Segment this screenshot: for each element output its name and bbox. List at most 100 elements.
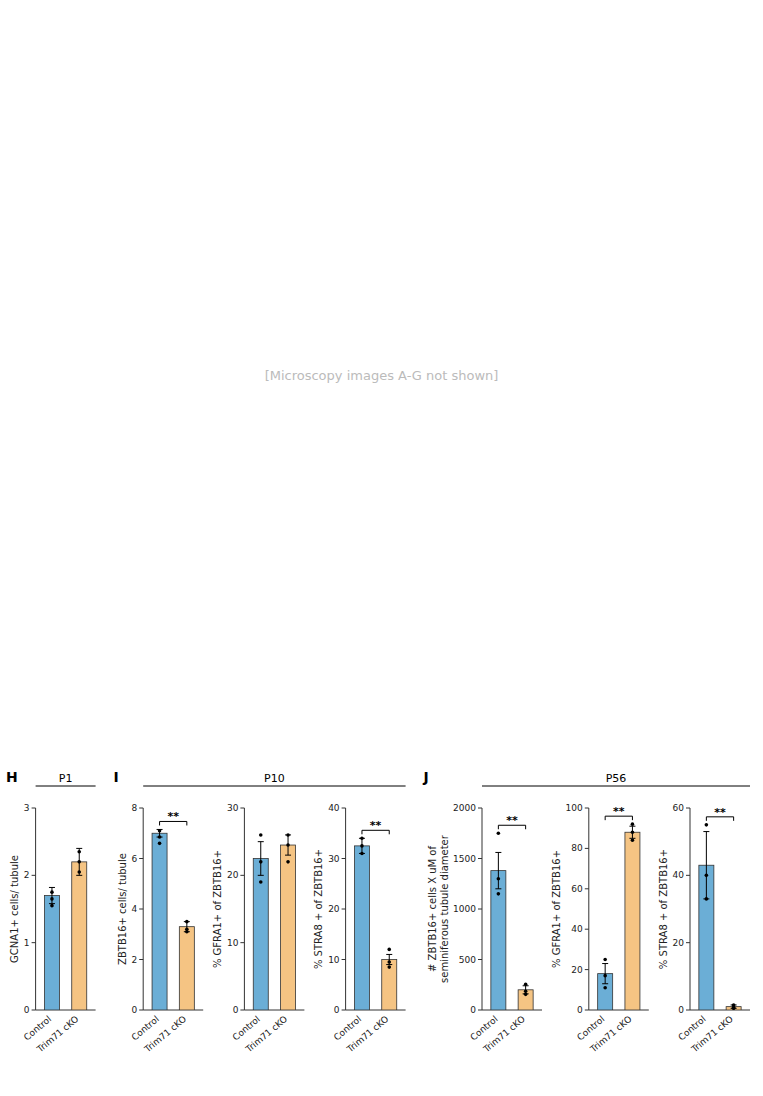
- error-bar: [629, 826, 635, 838]
- data-point: [185, 927, 189, 931]
- error-bar: [602, 964, 608, 984]
- y-tick-label: 20: [571, 965, 583, 975]
- y-tick: [139, 909, 143, 910]
- significance-label: **: [167, 810, 179, 823]
- y-axis-label: # ZBTB16+ cells X uM of: [427, 846, 438, 972]
- figure: [Microscopy images A-G not shown]0123GCN…: [0, 0, 763, 1096]
- y-axis-label: % GFRA1+ of ZBTB16+: [551, 850, 562, 968]
- y-tick-label: 8: [131, 803, 137, 813]
- y-axis: [143, 808, 144, 1010]
- y-tick: [240, 808, 244, 809]
- y-tick-label: 0: [131, 1005, 137, 1015]
- x-tick-label: Trim71 cKO: [142, 1014, 188, 1055]
- marks: [699, 823, 741, 1010]
- y-tick: [686, 942, 690, 943]
- data-point: [286, 833, 290, 837]
- y-tick: [240, 942, 244, 943]
- x-tick-label: Trim71 cKO: [481, 1014, 527, 1055]
- data-point: [259, 880, 263, 884]
- y-axis-label: GCNA1+ cells/ tubule: [9, 855, 20, 963]
- y-tick: [342, 959, 346, 960]
- y-tick: [139, 858, 143, 859]
- data-point: [158, 842, 162, 846]
- y-tick-label: 4: [131, 904, 137, 914]
- x-tick-label: Trim71 cKO: [588, 1014, 634, 1055]
- bar: [152, 833, 167, 1010]
- y-axis-label: seminiferous tubule diameter: [439, 834, 450, 983]
- y-tick-label: 80: [571, 843, 583, 853]
- data-point: [185, 920, 189, 924]
- y-tick-label: 500: [459, 955, 476, 965]
- panel-letter: J: [423, 769, 429, 785]
- data-point: [705, 874, 709, 878]
- data-point: [50, 890, 54, 894]
- data-point: [360, 844, 364, 848]
- panel: 0102030% GFRA1+ of ZBTB16+ControlTrim71 …: [212, 803, 304, 1055]
- bar: [253, 859, 268, 1011]
- y-tick: [32, 808, 36, 809]
- y-tick-label: 10: [227, 938, 239, 948]
- marks: [152, 829, 194, 1010]
- panel-letter: H: [6, 769, 18, 785]
- y-tick-label: 30: [227, 803, 239, 813]
- data-point: [497, 892, 501, 896]
- y-tick: [240, 875, 244, 876]
- data-point: [732, 1003, 736, 1007]
- data-point: [705, 823, 709, 827]
- marks: [598, 822, 640, 1010]
- y-tick: [342, 808, 346, 809]
- bar: [518, 990, 533, 1010]
- error-bar: [49, 887, 55, 903]
- y-tick: [240, 1010, 244, 1011]
- y-axis-label: % GFRA1+ of ZBTB16+: [212, 850, 223, 968]
- y-axis: [345, 808, 346, 1010]
- significance-label: **: [613, 805, 625, 818]
- y-tick-label: 20: [227, 870, 239, 880]
- y-axis: [482, 808, 483, 1010]
- y-tick: [139, 959, 143, 960]
- y-tick-label: 3: [24, 803, 30, 813]
- group-underline: [143, 786, 405, 787]
- bar: [625, 832, 640, 1010]
- data-point: [259, 833, 263, 837]
- figure-note: [Microscopy images A-G not shown]: [265, 368, 499, 383]
- error-bar: [495, 852, 501, 888]
- y-tick: [478, 909, 482, 910]
- y-tick: [585, 929, 589, 930]
- significance-label: **: [714, 806, 726, 819]
- data-point: [259, 860, 263, 864]
- panel: 0123GCNA1+ cells/ tubuleControlTrim71 cK…: [9, 803, 96, 1055]
- group-underline: [482, 786, 750, 787]
- error-bar: [703, 832, 709, 899]
- data-point: [77, 870, 81, 874]
- error-bar: [285, 835, 291, 855]
- data-point: [631, 822, 635, 826]
- data-point: [387, 948, 391, 952]
- panel-letter: I: [114, 769, 119, 785]
- bar: [354, 846, 369, 1010]
- y-tick: [686, 808, 690, 809]
- group-title: P10: [264, 772, 285, 785]
- x-tick-label: Trim71 cKO: [34, 1014, 80, 1055]
- y-tick: [342, 1010, 346, 1011]
- y-tick-label: 0: [233, 1005, 239, 1015]
- bar: [44, 896, 59, 1010]
- data-point: [524, 990, 528, 994]
- bar: [491, 871, 506, 1010]
- y-tick-label: 40: [328, 803, 340, 813]
- y-tick-label: 20: [673, 938, 685, 948]
- bar: [281, 845, 296, 1010]
- y-tick: [585, 969, 589, 970]
- data-point: [603, 958, 607, 962]
- significance-label: **: [506, 814, 518, 827]
- y-tick-label: 0: [470, 1005, 476, 1015]
- y-tick: [32, 1010, 36, 1011]
- y-axis-label: ZBTB16+ cells/ tubule: [117, 853, 128, 965]
- panel: 010203040% STRA8 + of ZBTB16+ControlTrim…: [313, 803, 405, 1055]
- y-tick: [585, 888, 589, 889]
- y-tick-label: 1500: [453, 854, 476, 864]
- panel: 0500100015002000# ZBTB16+ cells X uM ofs…: [427, 803, 542, 1055]
- y-tick: [342, 909, 346, 910]
- y-tick-label: 10: [328, 955, 340, 965]
- y-tick: [478, 959, 482, 960]
